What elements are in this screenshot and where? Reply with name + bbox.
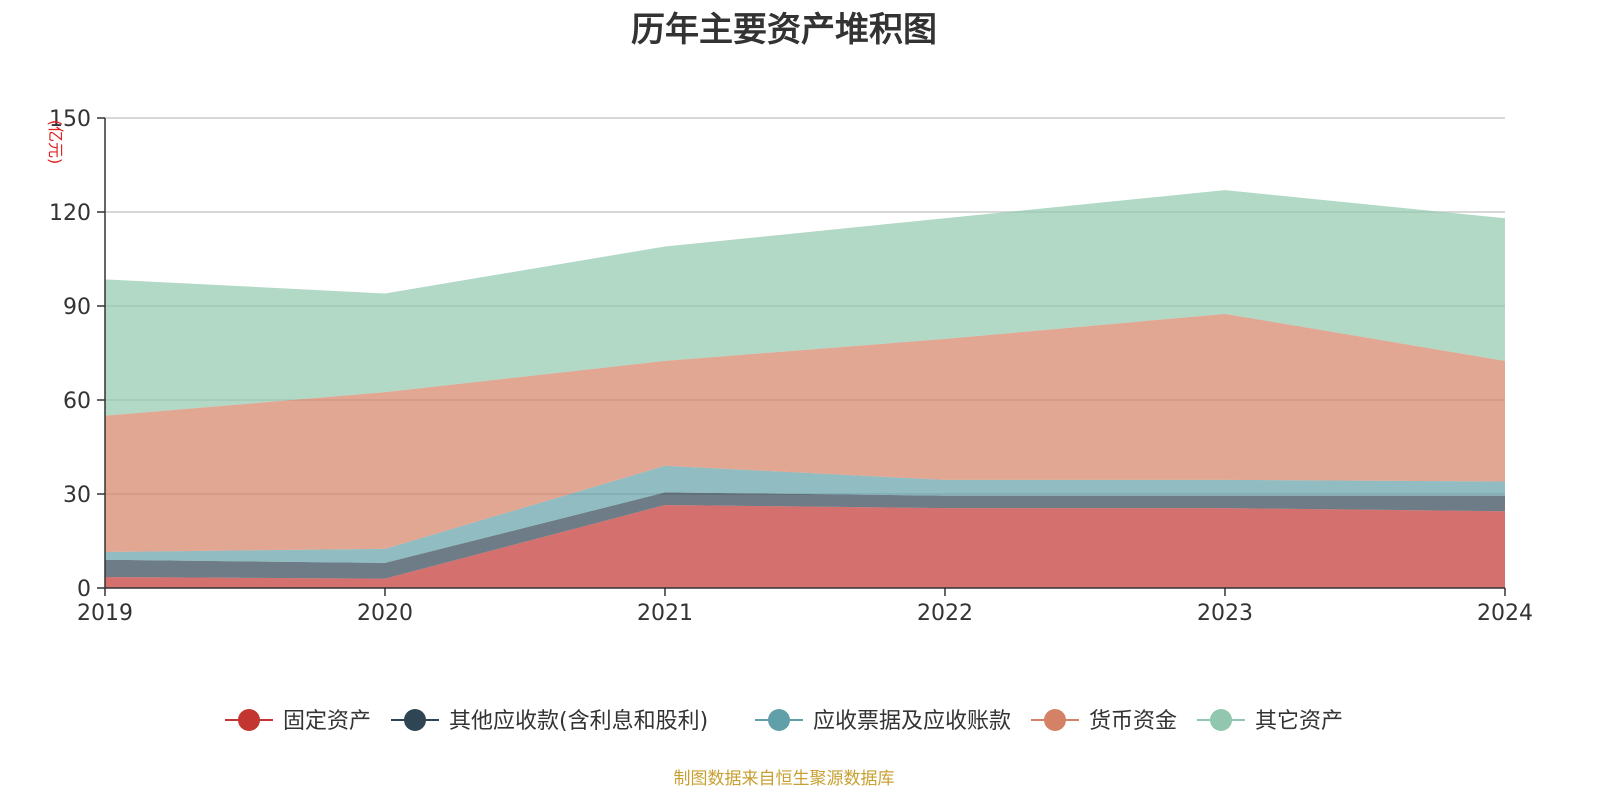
y-tick-label-60: 60 [63,389,91,414]
area-series-4 [105,190,1505,416]
legend-marker-2 [768,709,790,731]
legend-item-2: 应收票据及应收账款 [755,709,1011,734]
x-tick-label-2024: 2024 [1477,601,1533,626]
y-tick-label-90: 90 [63,295,91,320]
y-tick-label-0: 0 [77,577,91,602]
x-tick-label-2020: 2020 [357,601,413,626]
area-series-3 [105,313,1505,552]
area-series-0 [105,504,1505,588]
y-tick-label-30: 30 [63,483,91,508]
y-tick-label-150: 150 [49,107,91,132]
stacked-areas [105,190,1505,588]
area-series-2 [105,465,1505,563]
legend-label-1: 其他应收款(含利息和股利) [449,709,708,734]
legend-marker-1 [404,709,426,731]
y-axis-unit-label: (亿元) [46,120,65,165]
legend-marker-3 [1044,709,1066,731]
legend-marker-0 [238,709,260,731]
legend-item-3: 货币资金 [1031,709,1177,734]
x-tick-label-2021: 2021 [637,601,693,626]
legend-marker-4 [1210,709,1232,731]
legend-item-4: 其它资产 [1197,709,1343,734]
legend-label-4: 其它资产 [1255,709,1343,734]
legend-item-0: 固定资产 [225,709,371,734]
x-tick-label-2023: 2023 [1197,601,1253,626]
axes: 0 30 60 90 120 150 2019 2020 2021 2022 2023 2024 [49,107,1533,626]
x-tick-label-2022: 2022 [917,601,973,626]
chart-title: 历年主要资产堆积图 [631,10,937,50]
area-series-1 [105,492,1505,579]
legend-label-3: 货币资金 [1089,709,1177,734]
y-tick-label-120: 120 [49,201,91,226]
x-tick-label-2019: 2019 [77,601,133,626]
source-note: 制图数据来自恒生聚源数据库 [673,769,895,789]
legend-label-2: 应收票据及应收账款 [813,709,1011,734]
legend-label-0: 固定资产 [283,709,371,734]
legend-item-1: 其他应收款(含利息和股利) [391,709,708,734]
legend: 固定资产 其他应收款(含利息和股利) 应收票据及应收账款 货币资金 其它资产 [225,709,1343,734]
